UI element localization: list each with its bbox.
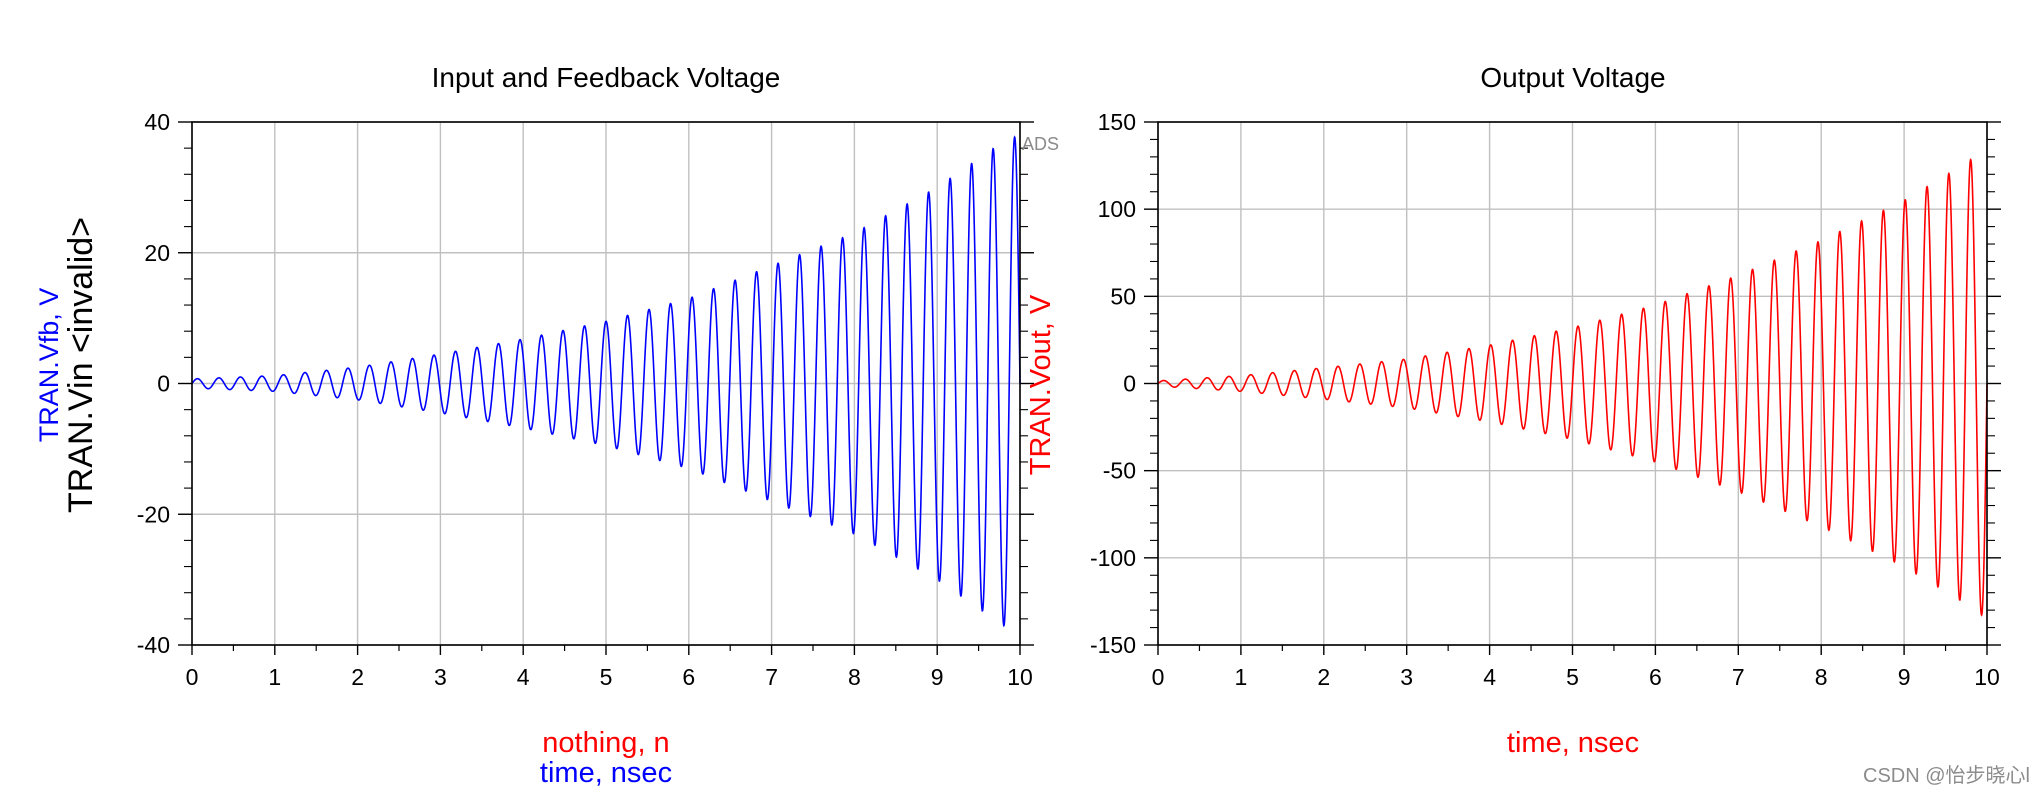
ads-corner-label: ADS xyxy=(1022,134,1059,154)
x-tick-label: 3 xyxy=(434,664,447,690)
y-tick-label: -50 xyxy=(1103,458,1136,484)
x-tick-label: 9 xyxy=(931,664,944,690)
plot-frame xyxy=(1157,121,1988,646)
y-tick-labels: -40 -20 0 20 40 xyxy=(137,109,170,658)
y-axis-label-vout: TRAN.Vout, V xyxy=(1025,294,1057,475)
x-tick-label: 9 xyxy=(1898,664,1911,690)
x-tick-labels: 0 1 2 3 4 5 6 7 8 9 10 xyxy=(186,664,1033,690)
x-tick-label: 8 xyxy=(1815,664,1828,690)
y-axis-label-vin: TRAN.Vin <invalid> xyxy=(62,217,100,513)
x-axis-label-nothing: nothing, n xyxy=(542,727,669,759)
x-tick-label: 1 xyxy=(268,664,281,690)
watermark-text: CSDN @怡步晓心l xyxy=(1863,764,2030,787)
series-line-tran-vout xyxy=(1157,158,1988,617)
x-tick-label: 1 xyxy=(1235,664,1248,690)
chart-title: Input and Feedback Voltage xyxy=(432,62,781,93)
x-tick-label: 3 xyxy=(1400,664,1413,690)
x-tick-label: 7 xyxy=(1732,664,1745,690)
series-group xyxy=(1157,158,1988,617)
y-tick-label: 150 xyxy=(1098,109,1136,135)
y-tick-label: -150 xyxy=(1090,632,1136,658)
y-tick-label: -20 xyxy=(137,501,170,527)
x-tick-label: 4 xyxy=(1483,664,1496,690)
y-axis-label-vfb: TRAN.Vfb, V xyxy=(34,288,64,443)
plot-frame xyxy=(191,121,1021,646)
x-tick-label: 7 xyxy=(765,664,778,690)
x-tick-label: 4 xyxy=(517,664,530,690)
series-group xyxy=(191,135,1021,628)
x-tick-labels: 0 1 2 3 4 5 6 7 8 9 10 xyxy=(1152,664,2000,690)
y-tick-label: 20 xyxy=(144,240,170,266)
x-tick-label: 6 xyxy=(682,664,695,690)
x-tick-label: 5 xyxy=(600,664,613,690)
y-tick-label: -40 xyxy=(137,632,170,658)
x-tick-label: 10 xyxy=(1007,664,1033,690)
x-tick-label: 0 xyxy=(186,664,199,690)
tick-marks xyxy=(178,121,1034,655)
chart-title: Output Voltage xyxy=(1480,62,1665,93)
tick-marks xyxy=(1144,121,2001,655)
x-tick-label: 5 xyxy=(1566,664,1579,690)
y-tick-label: 100 xyxy=(1098,196,1136,222)
series-line-tran-vfb xyxy=(191,135,1021,628)
input-feedback-chart: Input and Feedback Voltage 0 1 2 3 4 5 6 7 8 9 10 … xyxy=(34,62,1059,789)
y-tick-labels: -150 -100 -50 0 50 100 150 xyxy=(1090,109,1136,658)
y-tick-label: 40 xyxy=(144,109,170,135)
x-tick-label: 2 xyxy=(1317,664,1330,690)
x-tick-label: 2 xyxy=(351,664,364,690)
x-tick-label: 6 xyxy=(1649,664,1662,690)
y-tick-label: 0 xyxy=(157,371,170,397)
x-axis-label-time: time, nsec xyxy=(540,757,672,789)
y-tick-label: 0 xyxy=(1123,371,1136,397)
output-voltage-chart: Output Voltage 0 1 2 3 4 5 6 7 8 9 10 -150 -100 -50 0… xyxy=(1025,62,2001,759)
x-tick-label: 8 xyxy=(848,664,861,690)
x-tick-label: 0 xyxy=(1152,664,1165,690)
y-tick-label: 50 xyxy=(1110,283,1136,309)
x-tick-label: 10 xyxy=(1974,664,2000,690)
y-tick-label: -100 xyxy=(1090,545,1136,571)
x-axis-label-time: time, nsec xyxy=(1507,727,1639,759)
grid xyxy=(191,121,1021,646)
